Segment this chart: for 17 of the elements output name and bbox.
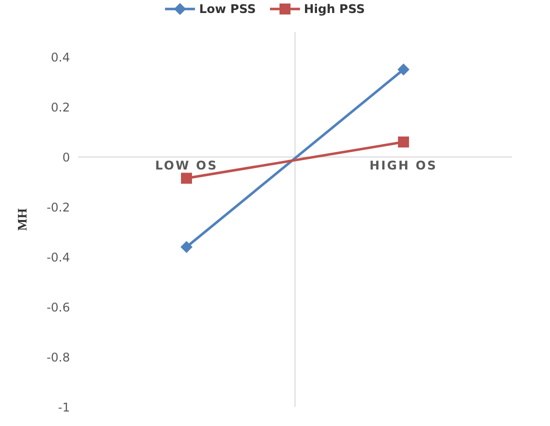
point — [181, 172, 192, 184]
y-tick-label: 0.2 — [50, 100, 70, 114]
point — [180, 241, 192, 253]
y-axis-title: MH — [14, 208, 30, 231]
y-tick-label: -0.2 — [46, 200, 70, 214]
y-tick-label: -0.4 — [46, 250, 70, 264]
y-tick-label: -1 — [58, 400, 70, 414]
x-tick-label: HIGH OS — [370, 158, 438, 173]
legend-label: High PSS — [302, 2, 365, 16]
x-tick-label: LOW OS — [155, 158, 218, 173]
legend-label: Low PSS — [198, 2, 256, 16]
point — [398, 64, 410, 76]
point — [398, 136, 409, 148]
y-tick-label: -0.8 — [46, 350, 70, 364]
y-tick-label: 0 — [62, 150, 70, 164]
y-tick-label: 0.4 — [50, 50, 70, 64]
y-tick-label: -0.6 — [46, 300, 70, 314]
